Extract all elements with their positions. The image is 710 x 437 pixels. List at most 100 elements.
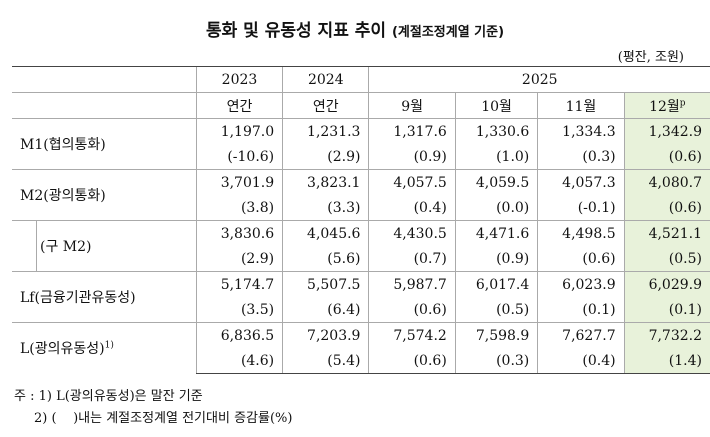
level: 4,521.1 xyxy=(623,220,710,246)
row-label: Lf(금융기관유동성) xyxy=(12,271,197,323)
change: (0.5) xyxy=(623,246,710,272)
level: 1,317.6 xyxy=(368,118,456,144)
change-row: (4.6) (5.4) (0.6) (0.3) (0.4) (1.4) xyxy=(12,348,710,374)
level: 6,017.4 xyxy=(454,271,538,297)
level: 4,045.6 xyxy=(282,220,369,246)
change: (0.4) xyxy=(368,195,456,221)
change-row: (3.5) (6.4) (0.6) (0.5) (0.1) (0.1) xyxy=(12,297,710,323)
change: (-10.6) xyxy=(195,144,283,170)
level: 4,471.6 xyxy=(454,220,538,246)
row-label-mark: 1) xyxy=(104,340,114,351)
row-label-text: M2(광의통화) xyxy=(20,188,106,204)
change: (0.3) xyxy=(454,348,538,374)
change: (5.6) xyxy=(282,246,369,272)
level: 1,231.3 xyxy=(282,118,369,144)
period-text: 11월 xyxy=(565,98,597,115)
notes: 주 : 1) L(광의유동성)은 말잔 기준 2) ( )내는 계절조정계열 전… xyxy=(14,386,292,430)
change: (0.6) xyxy=(537,246,625,272)
period-text: 9월 xyxy=(401,98,424,115)
change: (1.0) xyxy=(454,144,538,170)
level: 3,701.9 xyxy=(195,169,283,195)
unit: (평잔, 조원) xyxy=(617,50,684,65)
level: 6,836.5 xyxy=(195,322,283,348)
period-text: 10월 xyxy=(481,98,512,115)
year: 2025 xyxy=(368,66,710,93)
level: 4,080.7 xyxy=(623,169,710,195)
change: (0.1) xyxy=(623,297,710,323)
change: (-0.1) xyxy=(537,195,625,221)
change: (0.4) xyxy=(537,348,625,374)
level: 6,029.9 xyxy=(623,271,710,297)
level: 4,059.5 xyxy=(454,169,538,195)
header-row: 2023 2024 2025 xyxy=(12,66,710,93)
row-label: M1(협의통화) xyxy=(12,118,197,170)
period-mark: p xyxy=(679,97,686,108)
change: (0.6) xyxy=(623,144,710,170)
level: 7,732.2 xyxy=(623,322,710,348)
change: (1.4) xyxy=(623,348,710,374)
period: 연간 xyxy=(195,92,283,119)
change: (0.1) xyxy=(537,297,625,323)
corner xyxy=(12,66,197,93)
level: 5,987.7 xyxy=(368,271,456,297)
change: (3.5) xyxy=(195,297,283,323)
period: 11월 xyxy=(537,92,625,119)
change: (2.9) xyxy=(282,144,369,170)
note: 2) ( )내는 계절조정계열 전기대비 증감률(%) xyxy=(34,411,293,426)
year: 2023 xyxy=(195,66,283,93)
level-row: Lf(금융기관유동성) 5,174.7 5,507.5 5,987.7 6,017.4 6… xyxy=(12,271,710,323)
table: 2023 2024 2025 연간 연간 9월 10월 11월 12월p M1(협의통화) 1,19… xyxy=(12,66,710,374)
change: (0.7) xyxy=(368,246,456,272)
period-text: 연간 xyxy=(226,98,253,115)
change: (0.6) xyxy=(368,297,456,323)
title-note: (계절조정계열 기준) xyxy=(391,25,505,40)
title-line: 통화 및 유동성 지표 추이 (계절조정계열 기준) xyxy=(0,16,710,41)
change: (0.3) xyxy=(537,144,625,170)
level: 6,023.9 xyxy=(537,271,625,297)
row-label-text: M1(협의통화) xyxy=(20,137,106,153)
change: (2.9) xyxy=(195,246,283,272)
level: 1,342.9 xyxy=(623,118,710,144)
row-label: M2(광의통화) xyxy=(12,169,197,221)
level: 4,057.5 xyxy=(368,169,456,195)
row-label: (구 M2) xyxy=(12,220,197,272)
level: 7,598.9 xyxy=(454,322,538,348)
change: (0.5) xyxy=(454,297,538,323)
note: 주 : 1) L(광의유동성)은 말잔 기준 xyxy=(14,389,203,404)
change-row: (2.9) (5.6) (0.7) (0.9) (0.6) (0.5) xyxy=(12,246,710,272)
change: (6.4) xyxy=(282,297,369,323)
change: (3.8) xyxy=(195,195,283,221)
level: 4,430.5 xyxy=(368,220,456,246)
change: (4.6) xyxy=(195,348,283,374)
period: 연간 xyxy=(282,92,369,119)
period: 10월 xyxy=(454,92,538,119)
period-text: 12월 xyxy=(649,98,680,115)
level: 3,823.1 xyxy=(282,169,369,195)
row-label-text: L(광의유동성) xyxy=(20,341,105,358)
level: 3,830.6 xyxy=(195,220,283,246)
row-label: L(광의유동성)1) xyxy=(12,322,197,374)
level: 1,330.6 xyxy=(454,118,538,144)
change: (5.4) xyxy=(282,348,369,374)
row-label-text: Lf(금융기관유동성) xyxy=(20,290,136,306)
corner xyxy=(12,92,197,119)
period-text: 연간 xyxy=(312,98,339,115)
change-row: (-10.6) (2.9) (0.9) (1.0) (0.3) (0.6) xyxy=(12,144,710,170)
change-row: (3.8) (3.3) (0.4) (0.0) (-0.1) (0.6) xyxy=(12,195,710,221)
level: 7,627.7 xyxy=(537,322,625,348)
level: 7,574.2 xyxy=(368,322,456,348)
level: 4,498.5 xyxy=(537,220,625,246)
level-row: M1(협의통화) 1,197.0 1,231.3 1,317.6 1,330.6 1,33… xyxy=(12,118,710,170)
change: (0.6) xyxy=(368,348,456,374)
level: 5,174.7 xyxy=(195,271,283,297)
level-row: L(광의유동성)1) 6,836.5 7,203.9 7,574.2 7,598.9 7,… xyxy=(12,322,710,374)
level: 4,057.3 xyxy=(537,169,625,195)
year: 2024 xyxy=(282,66,369,93)
level-row: (구 M2) 3,830.6 4,045.6 4,430.5 4,471.6 4,498.… xyxy=(12,220,710,272)
period: 12월p xyxy=(623,92,710,119)
change: (0.9) xyxy=(368,144,456,170)
period: 9월 xyxy=(368,92,456,119)
level: 1,197.0 xyxy=(195,118,283,144)
level-row: M2(광의통화) 3,701.9 3,823.1 4,057.5 4,059.5 4,05… xyxy=(12,169,710,221)
